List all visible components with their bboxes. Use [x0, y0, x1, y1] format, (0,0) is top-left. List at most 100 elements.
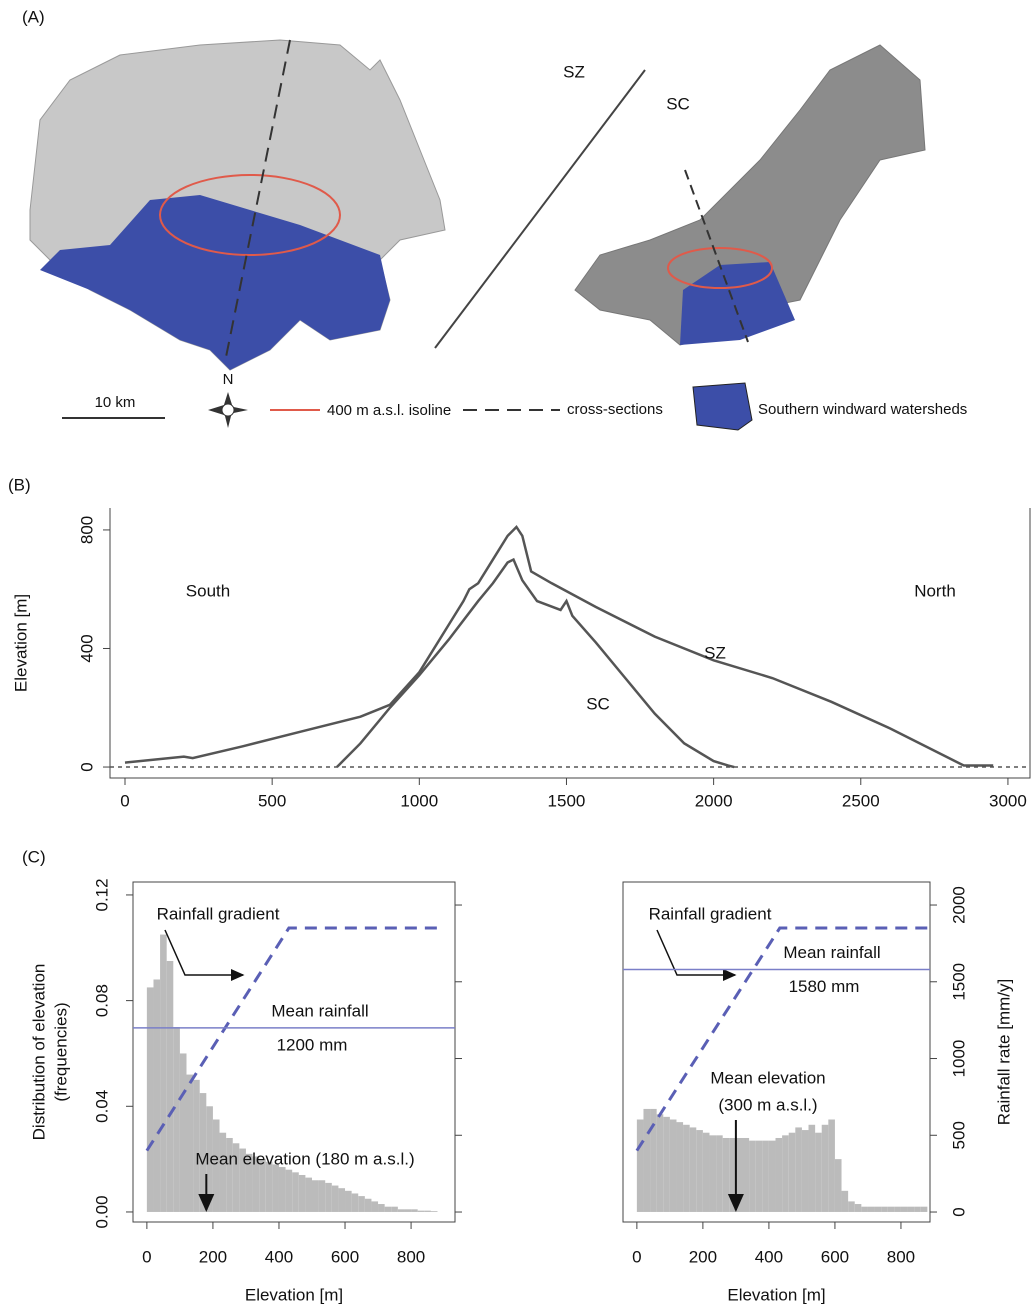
y2-tick-label: 500 — [949, 1121, 968, 1149]
axis-frame — [110, 508, 1030, 778]
x-tick-label: 500 — [258, 791, 286, 810]
compass — [208, 392, 248, 428]
annotation-arrow — [165, 930, 243, 975]
profile-line — [337, 560, 734, 767]
y-tick-label: 400 — [77, 634, 96, 662]
legend-swatch — [693, 383, 752, 430]
histogram-bar — [802, 1130, 809, 1212]
y2-tick-label: 2000 — [949, 886, 968, 924]
histogram-bar — [352, 1193, 359, 1211]
y-tick-label: 0 — [77, 762, 96, 771]
histogram-bar — [299, 1175, 306, 1212]
x-tick-label: 1000 — [400, 791, 438, 810]
histogram-bar — [371, 1201, 378, 1212]
histogram-bar — [431, 1211, 438, 1212]
histogram-bar — [385, 1207, 392, 1212]
histogram-bar — [286, 1170, 293, 1212]
y-axis-label: Distribution of elevation — [29, 964, 48, 1141]
histogram-bar — [769, 1141, 776, 1212]
histogram-bar — [670, 1119, 677, 1211]
y-tick-label: 0.04 — [92, 1090, 111, 1123]
histogram-bar — [398, 1209, 405, 1212]
histogram-bar — [683, 1125, 690, 1212]
legend-label: Southern windward watersheds — [758, 401, 967, 418]
histogram-bar — [815, 1133, 822, 1212]
histogram-bar — [875, 1207, 882, 1212]
histogram-bar — [908, 1207, 915, 1212]
histogram-bar — [167, 961, 174, 1212]
x-tick-label: 2000 — [695, 791, 733, 810]
histogram-bar — [894, 1207, 901, 1212]
annotation-arrow — [657, 930, 735, 975]
x-tick-label: 2500 — [842, 791, 880, 810]
histogram-bar — [676, 1122, 683, 1212]
histogram-bar — [657, 1114, 664, 1212]
annotation: Mean rainfall — [783, 943, 880, 962]
data-label: 1200 mm — [277, 1035, 348, 1054]
histogram-bar — [749, 1141, 756, 1212]
histogram-bar — [187, 1075, 194, 1212]
histogram-bar — [703, 1133, 710, 1212]
annotation: Mean elevation — [710, 1068, 825, 1087]
panel-label: (A) — [22, 7, 45, 26]
annotation: North — [914, 581, 956, 600]
y-tick-label: 0.00 — [92, 1195, 111, 1228]
x-tick-label: 0 — [120, 791, 129, 810]
page: (A) SZ SC 10 km N 400 m a.s.l. isoline c… — [0, 0, 1033, 1309]
histogram-bar — [338, 1188, 345, 1212]
x-tick-label: 200 — [199, 1247, 227, 1266]
map-label: SC — [666, 94, 690, 113]
histogram-bar — [868, 1207, 875, 1212]
y-tick-label: 800 — [77, 516, 96, 544]
x-tick-label: 600 — [331, 1247, 359, 1266]
histogram-bar — [756, 1141, 763, 1212]
scale-label: 10 km — [95, 394, 136, 411]
histogram-bar — [855, 1204, 862, 1212]
histogram-bar — [782, 1135, 789, 1212]
annotation: Rainfall gradient — [157, 904, 280, 923]
histogram-bar — [180, 1053, 187, 1212]
histogram-bar — [358, 1196, 365, 1212]
x-axis-label: Elevation [m] — [245, 1285, 343, 1304]
north-label: N — [223, 371, 234, 388]
histogram-bar — [411, 1209, 418, 1212]
histogram-bar — [921, 1207, 928, 1212]
y-tick-label: 0.12 — [92, 878, 111, 911]
histogram-bar — [424, 1211, 431, 1212]
histogram-bar — [643, 1109, 650, 1212]
y2-tick-label: 0 — [949, 1207, 968, 1216]
histogram-bar — [789, 1133, 796, 1212]
histogram-bar — [153, 979, 160, 1211]
y2-tick-label: 1000 — [949, 1040, 968, 1078]
histogram-bar — [901, 1207, 908, 1212]
histogram-bar — [842, 1191, 849, 1212]
histogram-bar — [173, 1027, 180, 1212]
series-label: SZ — [704, 643, 726, 662]
histogram-bar — [835, 1159, 842, 1212]
histogram-bar — [272, 1164, 279, 1212]
rainfall-gradient — [637, 928, 927, 1151]
profile-line — [125, 527, 993, 766]
histogram-bar — [292, 1172, 299, 1212]
histogram-bar — [795, 1127, 802, 1212]
histogram-bar — [822, 1125, 829, 1212]
x-tick-label: 800 — [887, 1247, 915, 1266]
panel-label: (B) — [8, 475, 31, 494]
histogram-bar — [378, 1204, 385, 1212]
x-tick-label: 600 — [821, 1247, 849, 1266]
annotation: Mean rainfall — [271, 1001, 368, 1020]
histogram-bar — [312, 1180, 319, 1212]
histogram-bar — [160, 935, 167, 1212]
histogram-bar — [266, 1162, 273, 1212]
map-label: SZ — [563, 62, 585, 81]
series-label: SC — [586, 694, 610, 713]
histogram-bar — [861, 1207, 868, 1212]
x-tick-label: 3000 — [989, 791, 1027, 810]
histogram-bar — [709, 1135, 716, 1212]
annotation: Rainfall gradient — [649, 904, 772, 923]
x-tick-label: 400 — [265, 1247, 293, 1266]
histogram-bar — [762, 1141, 769, 1212]
histogram-bar — [404, 1209, 411, 1212]
figure: (A) SZ SC 10 km N 400 m a.s.l. isoline c… — [0, 0, 1033, 1309]
x-tick-label: 0 — [632, 1247, 641, 1266]
